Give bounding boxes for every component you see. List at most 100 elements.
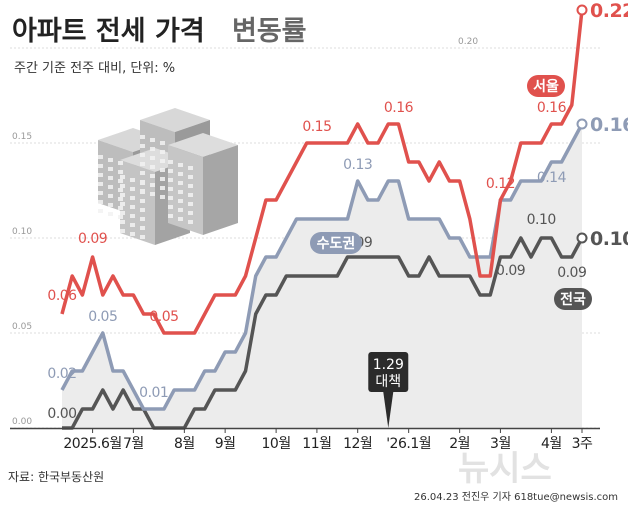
data-label: 0.16 xyxy=(384,100,414,116)
window-icon xyxy=(118,197,123,201)
window-icon xyxy=(120,220,125,224)
window-icon xyxy=(140,226,145,230)
x-tick-label: 3주 xyxy=(572,436,593,452)
end-value-label: 0.10 xyxy=(590,228,628,250)
window-icon xyxy=(140,153,145,157)
window-icon xyxy=(150,156,155,160)
window-icon xyxy=(120,229,125,233)
window-icon xyxy=(118,179,123,183)
callout-pointer xyxy=(383,392,394,428)
series-group xyxy=(60,4,588,430)
series-badge-national xyxy=(554,288,592,310)
credit-text: 26.04.23 전진우 기자 618tue@newsis.com xyxy=(414,491,618,503)
watermark-text: 뉴시스 xyxy=(458,449,552,489)
window-icon xyxy=(150,147,155,151)
data-labels: 0.06 0.09 0.05 0.15 0.16 0.12 0.16 0.22 0.02 0.05… xyxy=(47,0,628,422)
apartment-buildings-icon xyxy=(98,108,238,245)
data-label: 0.05 xyxy=(88,309,117,325)
y-tick-label: 0.00 xyxy=(12,417,32,427)
data-label: 0.01 xyxy=(139,385,168,401)
window-icon xyxy=(178,199,183,203)
window-icon xyxy=(98,200,103,204)
x-tick-label: '26.1월 xyxy=(386,436,431,452)
window-icon xyxy=(108,194,113,198)
end-value-label: 0.16 xyxy=(590,114,628,136)
window-icon xyxy=(160,186,165,190)
window-icon xyxy=(150,183,155,187)
x-tick-label: 8월 xyxy=(174,436,195,452)
x-axis: 2025.6월 7월 8월 9월 10월 11월 12월 '26.1월 2월 3월 4월 3주 xyxy=(10,427,600,452)
window-icon xyxy=(160,168,165,172)
x-tick-label: 11월 xyxy=(302,436,331,452)
data-label: 0.15 xyxy=(302,119,331,135)
x-tick-label: 3월 xyxy=(490,436,511,452)
window-icon xyxy=(178,190,183,194)
x-tick-label: 9월 xyxy=(215,436,236,452)
window-icon xyxy=(98,155,103,159)
x-tick-label: 12월 xyxy=(343,436,372,452)
window-icon xyxy=(98,191,103,195)
x-tick-label: 10월 xyxy=(262,436,291,452)
window-icon xyxy=(120,184,125,188)
window-icon xyxy=(160,141,165,145)
window-icon xyxy=(108,185,113,189)
window-icon xyxy=(118,215,123,219)
window-icon xyxy=(98,209,103,213)
data-label: 0.14 xyxy=(537,170,567,186)
window-icon xyxy=(168,169,173,173)
window-icon xyxy=(178,181,183,185)
window-icon xyxy=(140,144,145,148)
window-icon xyxy=(140,171,145,175)
grid: 0.00 0.05 0.10 0.15 0.20 xyxy=(10,37,600,429)
window-icon xyxy=(130,232,135,236)
window-icon xyxy=(118,206,123,210)
window-icon xyxy=(188,193,193,197)
data-label: 0.09 xyxy=(78,231,107,247)
x-tick-label: 2025.6월 xyxy=(63,436,121,452)
window-icon xyxy=(130,178,135,182)
window-icon xyxy=(188,166,193,170)
data-label: 0.16 xyxy=(537,100,567,116)
series-end-marker xyxy=(576,118,588,130)
window-icon xyxy=(178,163,183,167)
window-icon xyxy=(168,160,173,164)
window-icon xyxy=(140,235,145,239)
window-icon xyxy=(120,211,125,215)
data-label: 0.00 xyxy=(47,406,76,422)
y-tick-label: 0.05 xyxy=(12,322,32,332)
window-icon xyxy=(140,208,145,212)
chart-subtitle: 주간 기준 전주 대비, 단위: % xyxy=(14,61,175,76)
series-end-marker xyxy=(576,4,588,16)
data-label: 0.10 xyxy=(527,212,556,228)
window-icon xyxy=(98,173,103,177)
window-icon xyxy=(140,162,145,166)
window-icon xyxy=(150,192,155,196)
window-icon xyxy=(108,203,113,207)
y-tick-label: 0.15 xyxy=(12,132,32,142)
data-label: 0.06 xyxy=(47,288,77,304)
window-icon xyxy=(188,175,193,179)
window-icon xyxy=(108,212,113,216)
series-badge-label: 수도권 xyxy=(317,236,356,252)
window-icon xyxy=(130,187,135,191)
x-tick-label: 4월 xyxy=(541,436,562,452)
series-end-marker xyxy=(576,232,588,244)
y-tick-label: 0.20 xyxy=(458,37,478,47)
end-value-label: 0.22 xyxy=(590,0,628,22)
x-tick-label: 7월 xyxy=(123,436,144,452)
window-icon xyxy=(168,205,173,209)
window-icon xyxy=(108,176,113,180)
window-icon xyxy=(178,217,183,221)
window-icon xyxy=(130,223,135,227)
window-icon xyxy=(168,178,173,182)
chart-title: 아파트 전세 가격 xyxy=(12,16,205,47)
data-label: 0.13 xyxy=(343,157,372,173)
policy-callout: 1.29 대책 xyxy=(368,352,409,428)
window-icon xyxy=(120,193,125,197)
window-icon xyxy=(178,208,183,212)
x-tick-label: 2월 xyxy=(449,436,470,452)
window-icon xyxy=(160,195,165,199)
y-tick-label: 0.10 xyxy=(12,227,32,237)
source-text: 자료: 한국부동산원 xyxy=(8,470,104,484)
